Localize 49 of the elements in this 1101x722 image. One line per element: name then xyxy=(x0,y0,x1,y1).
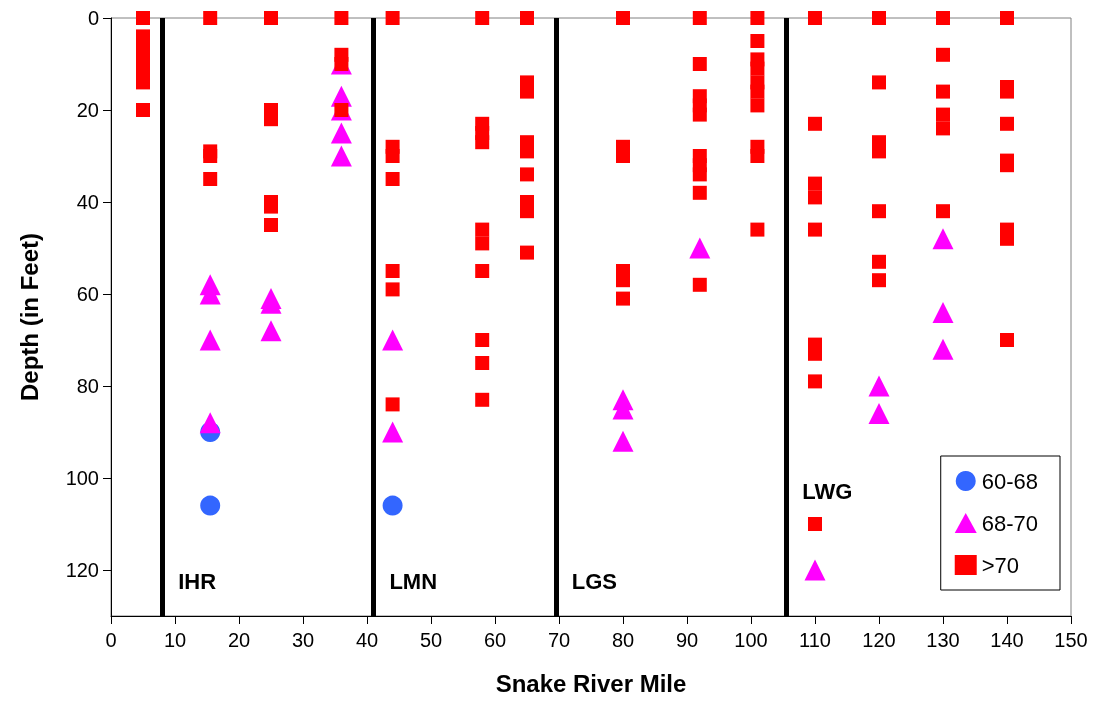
point xyxy=(382,329,404,351)
x-tick-label: 120 xyxy=(862,629,896,651)
legend-label: >70 xyxy=(981,552,1020,578)
point xyxy=(689,237,711,259)
ref-line-label: IHR xyxy=(178,568,217,594)
x-tick-label: 20 xyxy=(227,629,251,651)
x-tick-label: 80 xyxy=(611,629,635,651)
point xyxy=(330,122,352,144)
y-tick-label: 100 xyxy=(65,467,99,489)
x-tick-label: 30 xyxy=(291,629,315,651)
x-tick-label: 140 xyxy=(990,629,1024,651)
x-tick-label: 130 xyxy=(926,629,960,651)
point xyxy=(200,495,221,516)
legend-label: 68-70 xyxy=(981,510,1039,536)
point xyxy=(260,320,282,342)
x-axis-title: Snake River Mile xyxy=(495,669,687,697)
ref-line-label: LMN xyxy=(389,568,438,594)
x-tick-label: 10 xyxy=(163,629,187,651)
x-tick-label: 40 xyxy=(355,629,379,651)
x-tick-label: 70 xyxy=(547,629,571,651)
point xyxy=(868,375,890,397)
x-tick-label: 150 xyxy=(1054,629,1088,651)
y-axis-title: Depth (in Feet) xyxy=(15,233,43,401)
x-tick-label: 100 xyxy=(734,629,768,651)
point xyxy=(932,301,954,323)
x-tick-label: 60 xyxy=(483,629,507,651)
point xyxy=(382,421,404,443)
y-tick-label: 20 xyxy=(76,99,99,121)
y-tick-label: 0 xyxy=(87,7,99,29)
y-tick-label: 120 xyxy=(65,559,99,581)
point xyxy=(330,145,352,167)
y-tick-label: 60 xyxy=(76,283,99,305)
x-tick-label: 0 xyxy=(105,629,117,651)
point xyxy=(382,495,403,516)
x-tick-label: 50 xyxy=(419,629,443,651)
y-tick-label: 40 xyxy=(76,191,99,213)
point xyxy=(612,430,634,452)
ref-line-label: LGS xyxy=(571,568,618,594)
point xyxy=(868,403,890,425)
point xyxy=(199,412,221,434)
point xyxy=(199,329,221,351)
x-tick-label: 110 xyxy=(799,629,831,651)
legend-label: 60-68 xyxy=(981,468,1039,494)
x-tick-label: 90 xyxy=(675,629,699,651)
y-tick-label: 80 xyxy=(76,375,99,397)
point xyxy=(804,559,826,581)
ref-line-label: LWG xyxy=(802,478,853,504)
point xyxy=(932,338,954,360)
point xyxy=(932,228,954,250)
